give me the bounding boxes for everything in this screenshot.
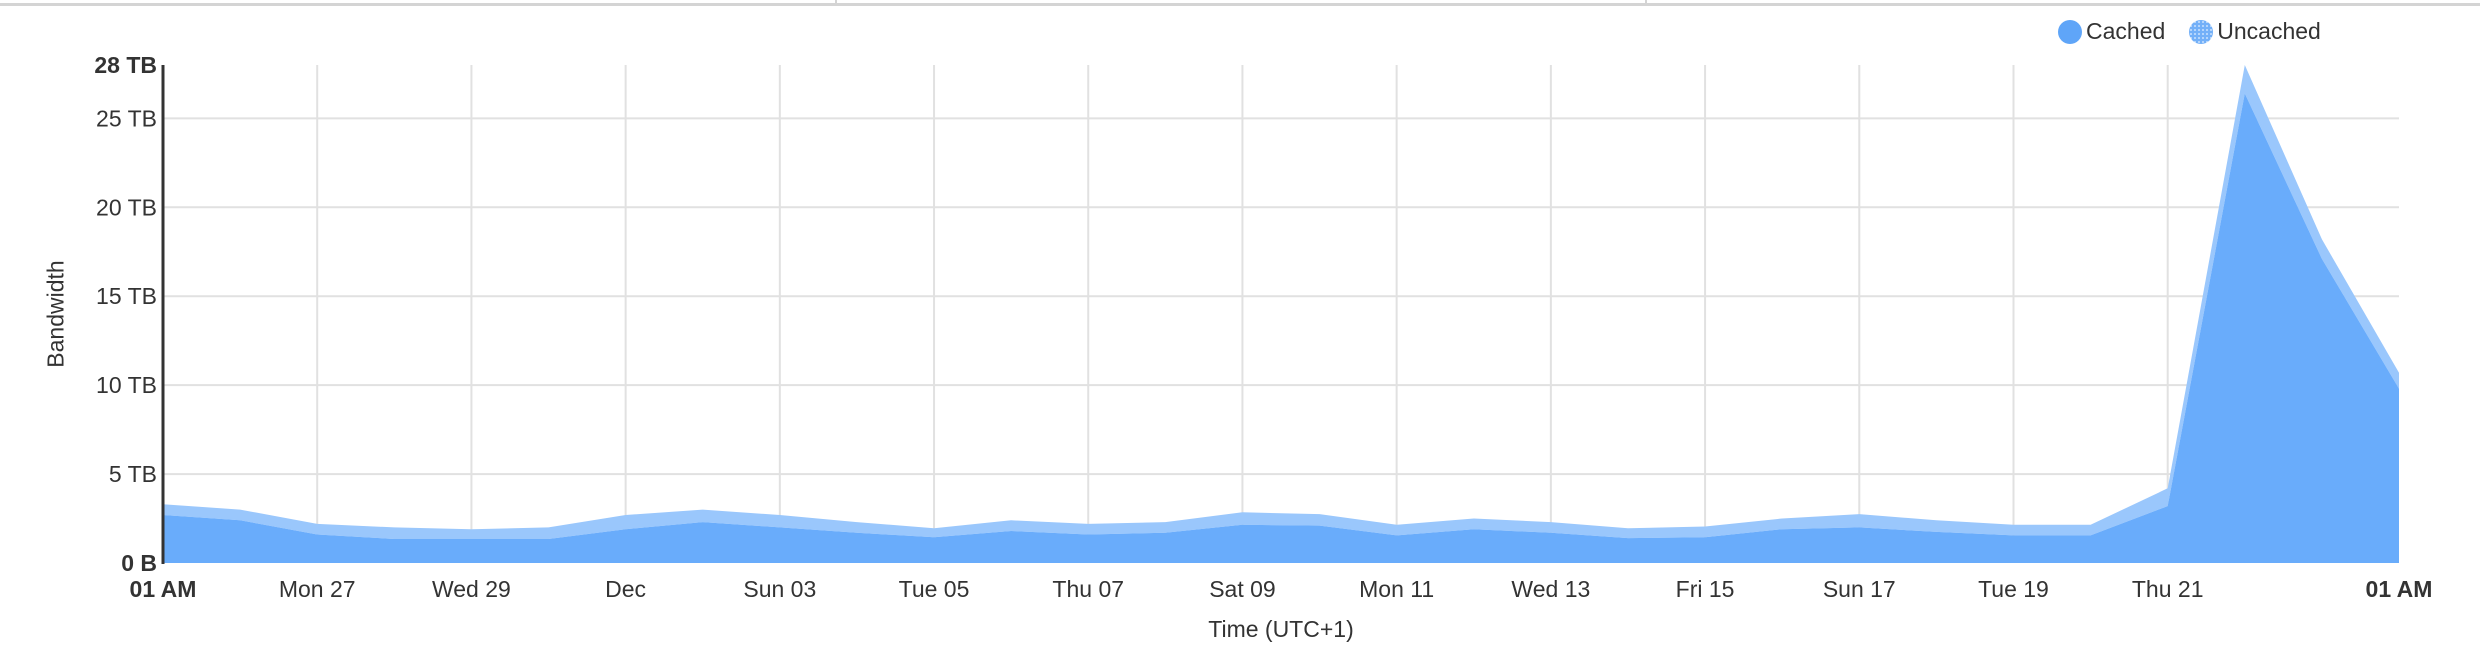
legend-label-uncached: Uncached <box>2217 18 2321 44</box>
y-tick-label: 0 B <box>121 550 157 576</box>
y-tick-label: 28 TB <box>94 52 157 78</box>
legend-dot-icon-uncached <box>2189 19 2214 44</box>
y-tick-label: 5 TB <box>109 461 157 487</box>
x-tick-label: Fri 15 <box>1676 576 1735 602</box>
top-divider-tick <box>835 0 837 6</box>
x-tick-label: Wed 29 <box>432 576 511 602</box>
x-tick-label: Sun 17 <box>1823 576 1896 602</box>
legend-item-cached[interactable]: Cached <box>2058 18 2165 45</box>
y-tick-label: 20 TB <box>96 194 157 220</box>
top-border <box>0 3 2480 6</box>
x-tick-label: Wed 13 <box>1511 576 1590 602</box>
y-tick-label: 15 TB <box>96 283 157 309</box>
x-tick-label: Dec <box>605 576 646 602</box>
x-tick-label: Mon 27 <box>279 576 356 602</box>
x-tick-label: Thu 07 <box>1052 576 1124 602</box>
legend-item-uncached[interactable]: Uncached <box>2189 18 2321 45</box>
x-tick-label: Tue 19 <box>1978 576 2049 602</box>
cached-area <box>163 93 2399 563</box>
uncached-area <box>163 65 2399 539</box>
x-tick-label: Thu 21 <box>2132 576 2204 602</box>
chart-legend: Cached Uncached <box>2058 18 2321 45</box>
chart-areas <box>163 65 2399 563</box>
y-tick-label: 25 TB <box>96 105 157 131</box>
x-tick-label: 01 AM <box>2366 576 2433 602</box>
legend-dot-icon-cached <box>2058 19 2082 44</box>
legend-label-cached: Cached <box>2086 18 2166 44</box>
x-axis-ticks: 01 AM Mon 27 Wed 29 Dec Sun 03 Tue 05 Thu 07 Sa… <box>130 576 2433 602</box>
x-tick-label: Sat 09 <box>1209 576 1276 602</box>
y-tick-label: 10 TB <box>96 372 157 398</box>
x-tick-label: Sun 03 <box>743 576 816 602</box>
x-tick-label: Mon 11 <box>1359 576 1434 602</box>
x-axis-title: Time (UTC+1) <box>1208 616 1354 642</box>
chart-grid <box>163 65 2399 563</box>
y-axis-ticks: 0 B 5 TB 10 TB 15 TB 20 TB 25 TB 28 TB <box>94 52 157 576</box>
x-tick-label: Tue 05 <box>899 576 970 602</box>
top-divider-tick <box>1645 0 1647 6</box>
x-tick-label: 01 AM <box>130 576 197 602</box>
